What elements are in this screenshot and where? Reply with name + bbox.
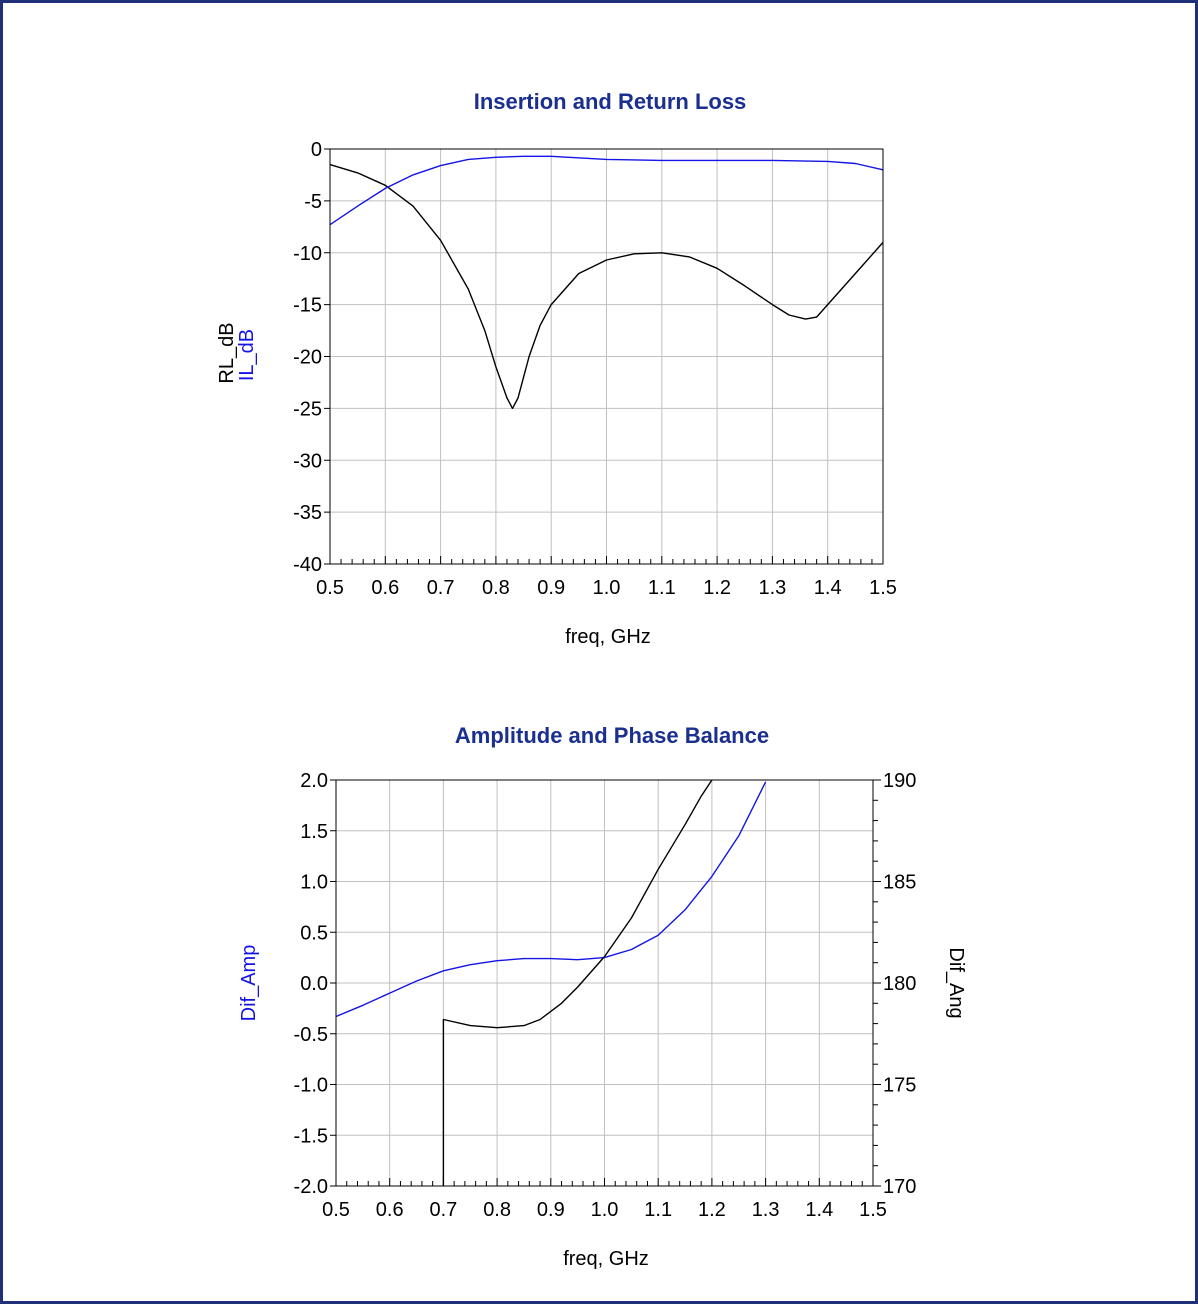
x-tick-label: 0.5 [316,577,344,599]
x-tick-label: 0.6 [371,577,399,599]
x-tick-label: 0.8 [482,577,510,599]
y-tick-label: -30 [293,450,322,472]
chart-amplitude-phase-balance: Amplitude and Phase Balance 0.5 0.6 0.7 0.8… [238,723,967,1270]
x-tick-label: 1.3 [758,577,786,599]
x-tick-label: 1.0 [591,1199,619,1221]
x-tick-label: 0.7 [429,1199,457,1221]
x-tick-label: 1.3 [752,1199,780,1221]
y-right-tick-label: 170 [883,1176,916,1198]
y-tick-label: -5 [304,191,322,213]
series-line-il-db [329,155,884,226]
chart2-title: Amplitude and Phase Balance [455,723,769,748]
y-tick-label: -1.5 [294,1125,328,1147]
y-right-tick-label: 175 [883,1075,916,1097]
charts-canvas: Insertion and Return Loss 0.5 0.6 0.7 0.8 0.… [216,89,967,1270]
x-tick-label: 0.7 [427,577,455,599]
y-tick-label: -10 [293,243,322,265]
x-tick-label: 1.4 [814,577,842,599]
x-tick-label: 0.9 [537,577,565,599]
y-tick-label: 0.5 [300,922,328,944]
chart2-series [335,779,767,1186]
y-tick-label: -15 [293,295,322,317]
chart2-y-label-right: Dif_Ang [945,947,967,1018]
chart1-x-ticks: 0.5 0.6 0.7 0.8 0.9 1.0 1.1 1.2 1.3 1.4 1.5 [316,556,897,599]
x-tick-label: 1.2 [698,1199,726,1221]
y-right-tick-label: 190 [883,770,916,792]
series-line-dif-amp [335,781,767,1018]
x-tick-label: 0.5 [322,1199,350,1221]
y-tick-label: -35 [293,502,322,524]
chart2-grid [335,779,874,1187]
series-line-rl-db [329,163,884,410]
chart1-series [329,155,884,410]
y-right-tick-label: 185 [883,872,916,894]
chart2-y-ticks-right: 190 185 180 175 170 [873,770,916,1198]
chart1-y-ticks: 0 -5 -10 -15 -20 -25 -30 -35 -40 [293,139,330,576]
x-tick-label: 0.8 [483,1199,511,1221]
x-tick-label: 1.5 [859,1199,887,1221]
y-tick-label: -20 [293,347,322,369]
chart2-y-ticks-left: 2.0 1.5 1.0 0.5 0.0 -0.5 -1.0 -1.5 -2.0 [294,770,336,1198]
x-tick-label: 1.0 [593,577,621,599]
series-line-dif-ang [442,779,713,1186]
y-tick-label: 0.0 [300,973,328,995]
chart1-title: Insertion and Return Loss [474,89,747,114]
x-tick-label: 1.1 [648,577,676,599]
chart1-y-label-il: IL_dB [236,329,258,381]
chart-insertion-return-loss: Insertion and Return Loss 0.5 0.6 0.7 0.8 0.… [216,89,897,648]
chart2-x-ticks: 0.5 0.6 0.7 0.8 0.9 1.0 1.1 1.2 1.3 1.4 1.5 [322,1178,887,1221]
y-tick-label: -1.0 [294,1075,328,1097]
chart2-x-label: freq, GHz [563,1248,649,1270]
y-tick-label: 1.5 [300,821,328,843]
x-tick-label: 1.5 [869,577,897,599]
x-tick-label: 1.2 [703,577,731,599]
y-tick-label: 1.0 [300,872,328,894]
chart2-y-label-left: Dif_Amp [238,945,260,1022]
x-tick-label: 0.9 [537,1199,565,1221]
y-tick-label: -25 [293,398,322,420]
chart1-x-label: freq, GHz [565,626,651,648]
y-right-tick-label: 180 [883,973,916,995]
y-tick-label: -40 [293,554,322,576]
chart1-grid [329,148,884,565]
y-tick-label: -2.0 [294,1176,328,1198]
x-tick-label: 1.1 [644,1199,672,1221]
x-tick-label: 1.4 [805,1199,833,1221]
x-tick-label: 0.6 [376,1199,404,1221]
y-tick-label: -0.5 [294,1024,328,1046]
chart1-y-label-rl: RL_dB [216,322,238,383]
y-tick-label: 2.0 [300,770,328,792]
y-tick-label: 0 [311,139,322,161]
